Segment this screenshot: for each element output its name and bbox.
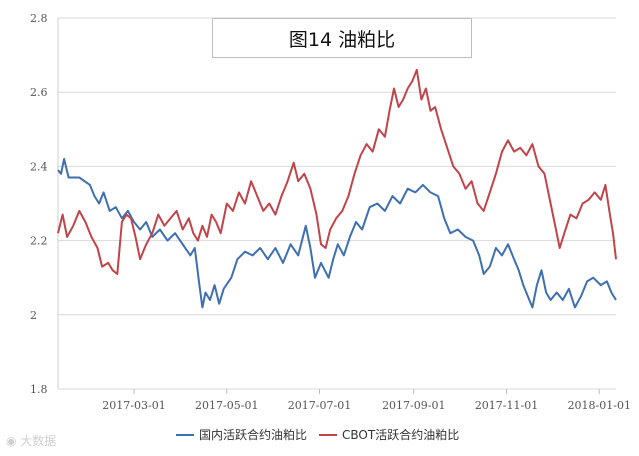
chart-title: 图14 油粕比 bbox=[288, 28, 396, 51]
y-tick-label: 2.4 bbox=[30, 160, 48, 173]
legend-swatch-red bbox=[319, 433, 338, 436]
x-tick-label: 2017-05-01 bbox=[195, 399, 258, 412]
y-tick-label: 2.6 bbox=[30, 86, 48, 99]
series-line-0 bbox=[57, 158, 617, 309]
legend-item-cbot: CBOT活跃合约油粕比 bbox=[319, 426, 459, 443]
legend-label-domestic: 国内活跃合约油粕比 bbox=[199, 428, 308, 442]
legend-label-cbot: CBOT活跃合约油粕比 bbox=[342, 428, 460, 442]
y-tick-label: 2.2 bbox=[30, 235, 48, 248]
watermark-text: 大数据 bbox=[20, 434, 57, 448]
x-tick-label: 2017-03-01 bbox=[102, 399, 165, 412]
y-tick-label: 2.8 bbox=[30, 12, 48, 25]
x-tick-label: 2017-11-01 bbox=[475, 399, 538, 412]
axes: 1.8 2 2.2 2.4 2.6 2.8 2017-03-01 2017-05-01 2017… bbox=[30, 12, 631, 412]
watermark: ◉ 大数据 bbox=[6, 432, 56, 449]
chart-title-box: 图14 油粕比 bbox=[212, 18, 472, 58]
x-tick-label: 2017-07-01 bbox=[288, 399, 351, 412]
series-lines bbox=[57, 68, 617, 309]
watermark-icon: ◉ bbox=[6, 434, 21, 448]
legend-item-domestic: 国内活跃合约油粕比 bbox=[176, 426, 307, 443]
grid-lines bbox=[58, 17, 616, 390]
x-tick-label: 2018-01-01 bbox=[568, 399, 631, 412]
legend-swatch-blue bbox=[176, 433, 194, 436]
chart-legend: 国内活跃合约油粕比 CBOT活跃合约油粕比 bbox=[176, 426, 471, 443]
y-tick-label: 2 bbox=[30, 309, 37, 322]
x-tick-label: 2017-09-01 bbox=[382, 399, 445, 412]
series-line-1 bbox=[57, 68, 617, 275]
y-tick-label: 1.8 bbox=[30, 383, 48, 396]
